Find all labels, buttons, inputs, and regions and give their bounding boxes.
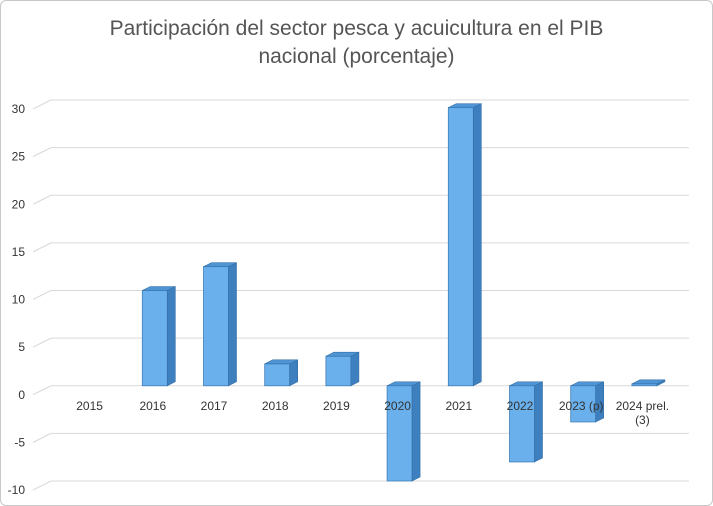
gridline-depth xyxy=(32,147,52,158)
bar xyxy=(141,290,168,387)
gridline-depth xyxy=(32,290,52,300)
gridline-depth xyxy=(32,337,52,348)
x-category-label: 2023 (p) xyxy=(559,399,604,413)
gridline-depth xyxy=(32,432,52,443)
bar-side xyxy=(472,103,482,387)
gridline-depth xyxy=(32,385,52,396)
bar xyxy=(264,363,291,387)
gridline-depth xyxy=(32,242,52,253)
bar-top xyxy=(570,381,604,387)
y-tick-label: 15 xyxy=(12,245,26,259)
gridline-depth xyxy=(32,480,52,491)
y-tick-label: -5 xyxy=(14,435,25,449)
x-category-label: 2016 xyxy=(139,399,166,413)
bar-top xyxy=(203,262,237,267)
bar-side xyxy=(411,381,421,482)
x-category-label: (3) xyxy=(635,413,650,427)
x-category-label: 2017 xyxy=(201,399,228,413)
gridline-depth xyxy=(32,99,52,110)
bar xyxy=(386,385,413,482)
bar-side xyxy=(350,351,360,387)
bar-top xyxy=(142,286,176,291)
bar-top xyxy=(325,351,360,357)
x-category-label: 2022 xyxy=(507,399,534,413)
bar-side xyxy=(167,286,176,387)
bar-top xyxy=(448,103,482,108)
y-tick-label: 25 xyxy=(12,150,26,164)
gridline-depth xyxy=(32,194,52,205)
bar xyxy=(325,355,352,387)
bar-side xyxy=(289,359,299,387)
y-tick-label: 0 xyxy=(18,388,25,402)
y-tick-label: 5 xyxy=(18,340,25,354)
bar-side xyxy=(534,381,543,463)
bar-top xyxy=(264,359,298,365)
chart-title-line-2: nacional (porcentaje) xyxy=(258,45,455,68)
y-tick-label: 30 xyxy=(12,102,26,116)
chart-title: Participación del sector pesca y acuicul… xyxy=(1,15,712,71)
bar xyxy=(447,107,474,387)
x-category-label: 2019 xyxy=(323,399,350,413)
bar-top xyxy=(509,381,543,387)
bar xyxy=(203,266,229,387)
chart-title-line-1: Participación del sector pesca y acuicul… xyxy=(109,17,604,40)
x-category-label: 2021 xyxy=(445,399,472,413)
bar-side xyxy=(228,262,237,387)
y-tick-label: 20 xyxy=(12,197,26,211)
x-category-label: 2020 xyxy=(384,399,411,413)
x-category-label: 2018 xyxy=(262,399,289,413)
bar-top xyxy=(386,381,421,387)
bar-top xyxy=(631,379,666,385)
x-category-label: 2024 prel. xyxy=(616,399,669,413)
bar xyxy=(509,385,535,463)
y-tick-label: -10 xyxy=(8,483,26,497)
y-tick-label: 10 xyxy=(12,293,26,307)
x-category-label: 2015 xyxy=(76,399,103,413)
